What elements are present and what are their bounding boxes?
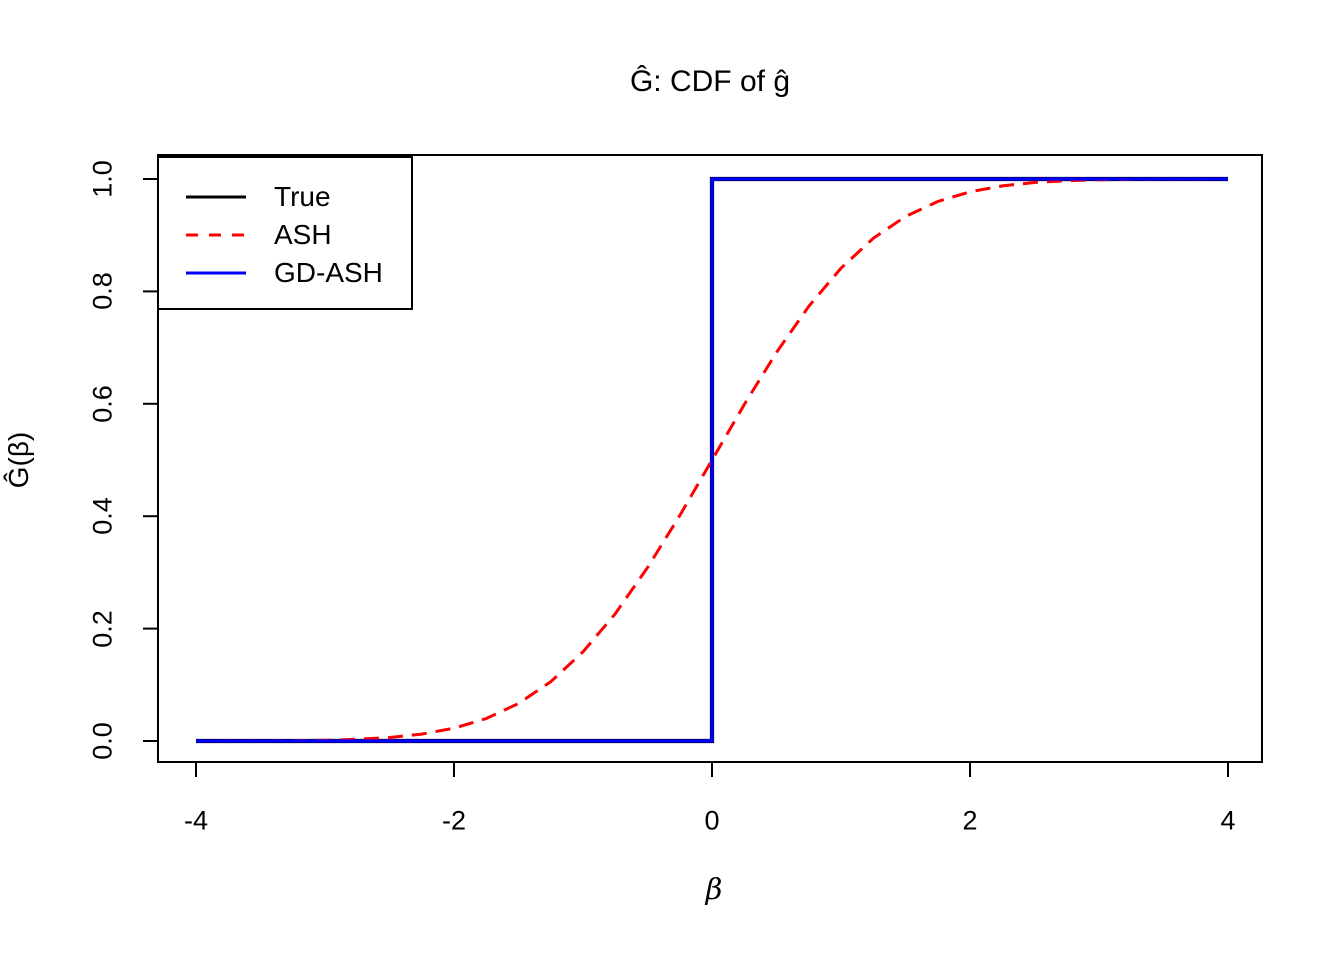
solid-line-swatch-icon: [186, 195, 246, 199]
chart-title: Ĝ: CDF of ĝ: [629, 65, 791, 98]
x-tick-label: 2: [962, 805, 978, 836]
legend-label-ash: ASH: [274, 219, 332, 250]
y-tick-label: 0.2: [87, 610, 118, 648]
y-axis-label: Ĝ(β): [3, 431, 34, 489]
y-tick-label: 0.0: [87, 722, 118, 760]
solid-line-swatch-icon: [186, 271, 246, 275]
legend-box: True ASH GD-ASH: [157, 156, 413, 310]
legend-item-ash: ASH: [185, 216, 411, 254]
legend-label-gd-ash: GD-ASH: [274, 257, 383, 288]
series-gd-ash-line: [196, 177, 1228, 743]
y-tick-label: 0.6: [87, 385, 118, 423]
x-tick-label: -2: [441, 805, 467, 836]
y-tick-label: 1.0: [87, 160, 118, 198]
x-axis-label: β: [705, 872, 723, 906]
legend-item-true: True: [185, 178, 411, 216]
plot-border: [157, 154, 1263, 763]
x-tick-label: 0: [704, 805, 720, 836]
legend-label-true: True: [274, 181, 331, 212]
y-tick-label: 0.4: [87, 497, 118, 535]
x-tick-label: -4: [183, 805, 209, 836]
x-tick-label: 4: [1220, 805, 1236, 836]
y-tick-label: 0.8: [87, 272, 118, 310]
legend-item-gd-ash: GD-ASH: [185, 254, 411, 292]
dashed-line-swatch-icon: [186, 233, 246, 237]
series-ash-line: [195, 177, 1229, 743]
